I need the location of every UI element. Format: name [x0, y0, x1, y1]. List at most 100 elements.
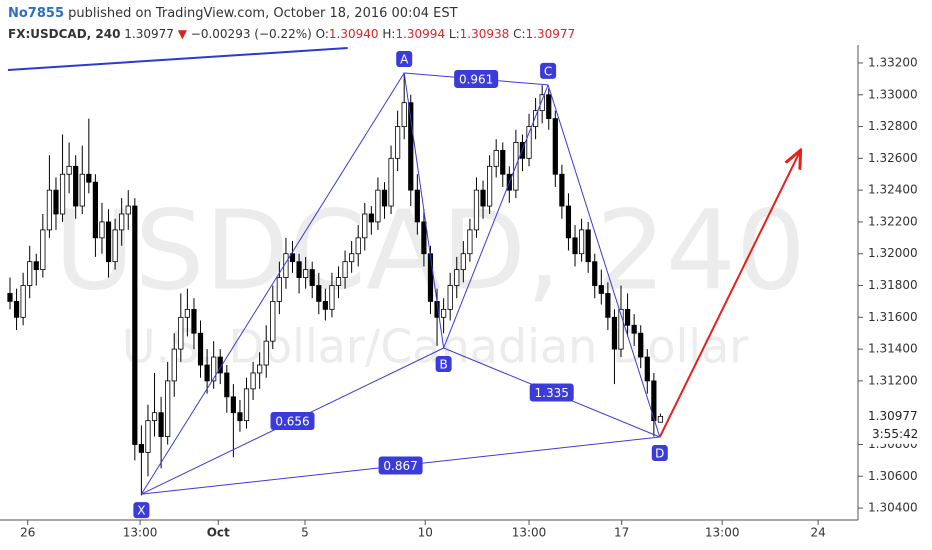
candle-body	[401, 102, 407, 127]
candle-body	[644, 356, 650, 382]
ohlc-key: L:	[448, 27, 460, 41]
candle-body	[473, 189, 480, 231]
point-label: B	[440, 357, 448, 371]
price-label: 1.30977	[868, 409, 918, 423]
ohlc-value: 1.30977	[525, 27, 576, 41]
candle-body	[585, 229, 591, 263]
candle-body	[395, 126, 401, 159]
candle-body	[276, 277, 282, 302]
x-tick-label: Oct	[207, 526, 230, 540]
candle-body	[408, 102, 414, 191]
candle-body	[151, 412, 158, 422]
candle-body	[651, 380, 657, 422]
x-tick-label: 10	[418, 526, 433, 540]
point-label: A	[400, 52, 409, 66]
candle-body	[487, 165, 493, 207]
ratio-box	[454, 69, 499, 88]
y-tick-label: 1.31600	[868, 310, 918, 324]
candle-body	[539, 94, 545, 112]
candle-body	[598, 285, 604, 294]
candle-body	[125, 205, 131, 215]
y-tick-label: 1.32000	[868, 246, 918, 260]
candle-body	[414, 189, 420, 223]
candle-body	[605, 293, 611, 318]
candle-body	[421, 221, 427, 255]
y-tick-label: 1.31400	[868, 342, 918, 356]
candle-body	[46, 189, 53, 231]
candle-body	[66, 165, 72, 175]
candle-body	[158, 412, 164, 437]
candle-body	[33, 261, 39, 271]
candle-body	[165, 380, 171, 437]
candle-body	[13, 301, 20, 318]
candle-body	[375, 189, 381, 223]
candle-body	[145, 420, 151, 453]
candle-body	[624, 308, 631, 326]
candle-body	[138, 444, 144, 453]
y-tick-label: 1.32400	[868, 183, 918, 197]
candle-body	[289, 253, 296, 263]
candle-body	[657, 415, 664, 423]
candle-body	[546, 94, 552, 120]
header: No7855 published on TradingView.com, Oct…	[8, 4, 575, 44]
point-box	[651, 445, 668, 462]
plot	[7, 47, 800, 496]
watermark-sub: U.S. Dollar/Canadian Dollar	[122, 320, 748, 374]
candle-body	[559, 173, 565, 207]
ohlc-key: C:	[513, 27, 526, 41]
candle-body	[316, 285, 322, 302]
ohlc-value: 1.30940	[328, 27, 379, 41]
candle-body	[592, 261, 598, 286]
candle-body	[552, 118, 558, 175]
candle-body	[349, 253, 355, 263]
candle-body	[565, 205, 572, 239]
candle-body	[184, 308, 190, 318]
candle-body	[40, 229, 46, 271]
candle-body	[500, 149, 506, 175]
candle-body	[270, 301, 276, 342]
candle-body	[99, 221, 105, 239]
candle-body	[533, 110, 539, 127]
candle-body	[191, 308, 197, 334]
header-line: FX:USDCAD, 240 1.30977 ▼ −0.00293 (−0.22…	[8, 24, 575, 44]
y-tick-label: 1.31200	[868, 373, 918, 387]
y-tick-label: 1.32800	[868, 119, 918, 133]
last: 1.30977	[124, 27, 174, 41]
symbol: FX:USDCAD, 240	[8, 27, 121, 41]
candle-body	[303, 269, 309, 278]
x-tick-label: 17	[614, 526, 629, 540]
candle-body	[454, 269, 460, 286]
candle-body	[427, 253, 434, 302]
ohlc: O:1.30940 H:1.30994 L:1.30938 C:1.30977	[316, 27, 576, 41]
candle-body	[381, 189, 388, 207]
candle-body	[493, 149, 499, 167]
candle-body	[309, 269, 315, 286]
candle-body	[355, 237, 361, 255]
y-tick-label: 1.33000	[868, 87, 918, 101]
candle-body	[73, 165, 79, 207]
ohlc-value: 1.30994	[395, 27, 446, 41]
y-tick-label: 1.30400	[868, 501, 918, 515]
point-label: C	[544, 64, 552, 78]
candle-body	[92, 181, 98, 239]
point-box	[396, 50, 413, 67]
candle-body	[322, 301, 328, 310]
published: published on TradingView.com, October 18…	[68, 6, 458, 21]
x-tick-label: 26	[20, 526, 35, 540]
countdown: 3:55:42	[872, 427, 918, 441]
candle-body	[243, 388, 250, 422]
candle-body	[257, 364, 263, 374]
candle-body	[79, 173, 85, 207]
x-tick-label: 24	[810, 526, 825, 540]
candle-body	[224, 372, 230, 398]
candle-body	[263, 340, 269, 366]
y-tick-label: 1.33200	[868, 55, 918, 69]
point-label: X	[137, 504, 145, 518]
author[interactable]: No7855	[8, 6, 64, 21]
arrow: ▼	[177, 27, 187, 41]
candle-body	[611, 316, 618, 350]
candle-body	[59, 173, 66, 215]
candle-body	[578, 229, 585, 255]
